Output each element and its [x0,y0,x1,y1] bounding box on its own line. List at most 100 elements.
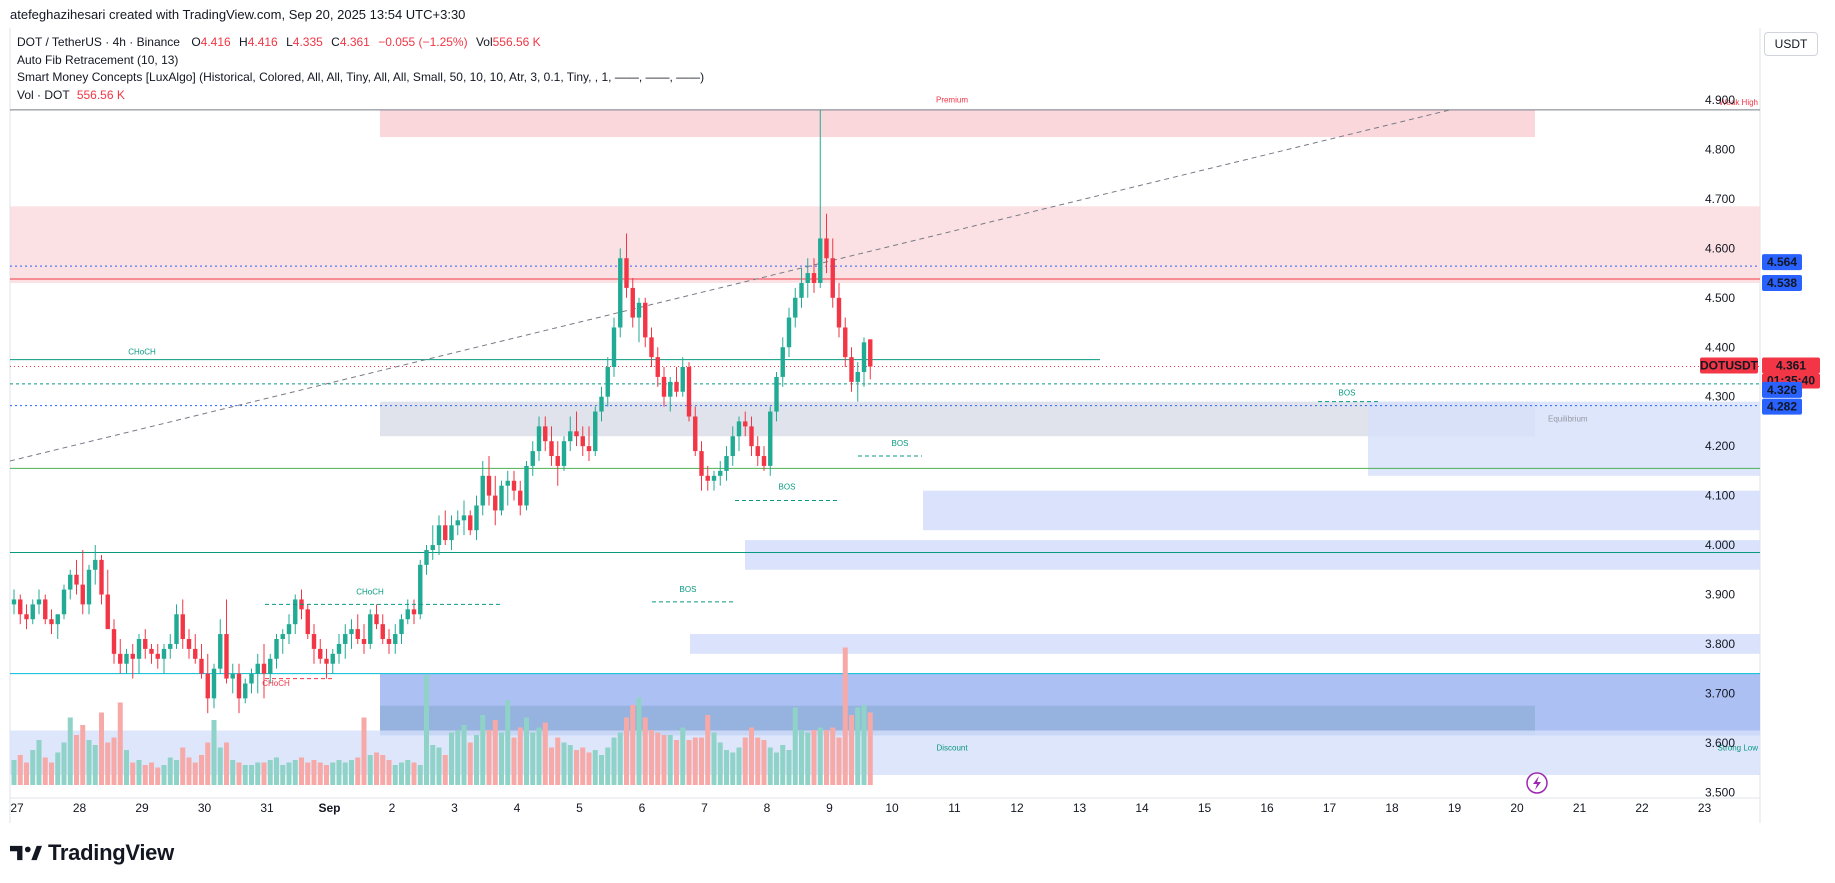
candle [736,416,742,452]
candle [849,347,854,392]
candle [543,416,548,452]
candle-body [268,658,273,674]
indicator-smc[interactable]: Smart Money Concepts [LuxAlgo] (Historic… [17,70,705,84]
lightning-icon[interactable] [1526,772,1548,794]
candle-body [736,421,742,437]
volume-bar [436,747,442,785]
volume-bar [280,765,286,785]
candle-body [130,653,135,659]
candle [430,525,435,560]
candle [418,559,423,620]
candle [224,599,229,684]
candle-body [418,564,423,615]
candle-body [43,599,48,620]
candle [243,678,248,704]
candle-body [336,643,342,654]
y-tick-label: 4.700 [1705,192,1735,206]
candle-body [474,505,479,531]
candle [355,614,360,644]
candle-body [199,658,204,674]
x-tick-label: 12 [1010,801,1024,815]
candle-body [293,599,298,625]
candle-body [424,549,429,565]
y-tick-label: 4.000 [1705,538,1735,552]
volume-bar [305,762,311,785]
symbol-title[interactable]: DOT / TetherUS · 4h · Binance [17,35,180,49]
candle [55,614,60,640]
candle-body [411,609,417,615]
candle [443,510,448,546]
lightning-icon-glyph [1533,776,1541,790]
open-label: O [191,35,201,49]
y-tick-label: 4.500 [1705,291,1735,305]
volume-bar [42,757,48,785]
candle [730,426,735,466]
volume-bar [499,732,504,785]
structure-label: CHoCH [262,679,290,688]
candle [655,347,660,387]
candle-body [86,569,92,605]
volume-bar [49,762,54,785]
x-tick-label: 22 [1635,801,1649,815]
candle [11,589,17,615]
candle-body [174,614,179,644]
volume-bar [742,737,748,785]
volume-bar [411,762,417,785]
candle [255,653,260,694]
volume-bar [330,762,336,785]
candle [74,559,79,595]
candle-body [243,683,248,699]
x-tick-label: 4 [514,801,521,815]
candle-body [36,599,42,605]
candle-body [343,634,348,644]
volume-bar [755,737,761,785]
x-tick-label: 5 [576,801,583,815]
candle-body [24,614,29,620]
candle [393,624,398,654]
candle-body [686,367,692,417]
candle [536,416,542,461]
x-tick-label: 16 [1260,801,1274,815]
x-tick-label: 7 [701,801,708,815]
candle [724,446,729,481]
volume-bar [217,747,223,785]
candle [743,411,748,437]
price-tag-4282-bg [1762,398,1802,415]
volume-bar [630,705,636,785]
chart-legend: DOT / TetherUS · 4h · Binance O4.416 H4.… [17,34,704,104]
candle-body [605,367,610,397]
candle [824,213,829,274]
volume-bar [474,735,479,785]
candle [230,663,235,694]
volume-bar [67,717,73,785]
y-tick-label: 4.400 [1705,340,1735,354]
candle [205,653,210,714]
candle-body [586,446,592,452]
candle [293,594,298,635]
candle [449,515,454,550]
candle [30,599,35,625]
candle [768,406,773,476]
price-tag-current-bg [1762,357,1820,374]
candle [80,549,85,615]
x-tick-label: 28 [73,801,87,815]
volume-bar [142,765,148,785]
x-tick-label: 3 [451,801,458,815]
x-tick-label: 29 [135,801,149,815]
x-tick-label: 21 [1573,801,1587,815]
candle-body [280,634,285,640]
volume-bar [786,750,792,785]
candle-body [711,475,717,481]
x-tick-label: 2 [389,801,396,815]
volume-bar [636,697,642,785]
structure-label: CHoCH [128,348,156,357]
indicator-fib[interactable]: Auto Fib Retracement (10, 13) [17,52,179,67]
candle [486,456,492,506]
price-chart[interactable]: CHoCH CHoCH CHoCH BOS BOS BOS BOS Premium Equili… [0,0,1835,835]
price-tag-4326-bg [1762,381,1802,398]
indicator-volume[interactable]: Vol · DOT 556.56 K [17,87,704,105]
candle-body [318,648,323,659]
currency-selector[interactable]: USDT [1764,32,1818,56]
volume-bar [236,762,242,785]
candle-body [380,624,385,640]
